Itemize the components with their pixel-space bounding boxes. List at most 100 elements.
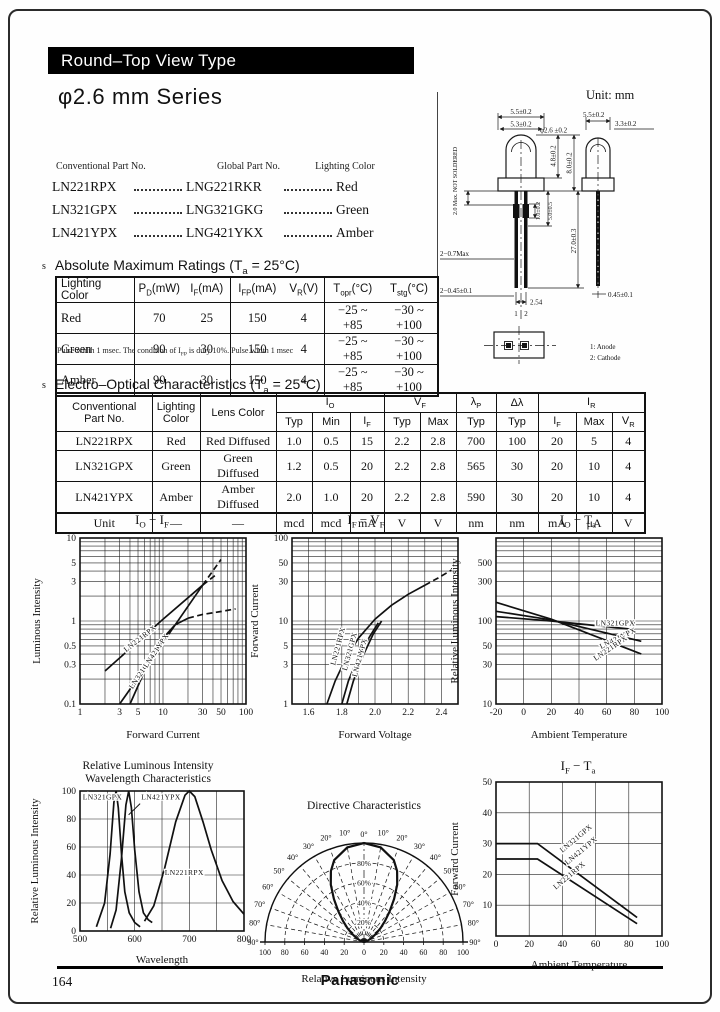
cell: 90 [133,333,184,365]
eo-heading: s Electro–Optical Characteristics (Ta = 2… [42,376,321,396]
svg-text:LN221RPX: LN221RPX [165,868,204,877]
cell: −25 ~ +85 [323,333,381,365]
svg-text:3: 3 [117,708,122,718]
absolute-maximum-ratings-table: Lighting Color PD(mW) IF(mA) IFP(mA) VR(… [55,276,439,397]
col-global: Global Part No. [216,161,281,172]
unit-label: Unit: mm [586,88,635,102]
svg-text:LN321GPX: LN321GPX [83,793,123,802]
chart-title: IO − IF [135,512,169,530]
svg-text:40°: 40° [430,853,441,862]
subheader-cell: Typ [495,412,539,432]
svg-text:0: 0 [362,948,366,957]
svg-text:0: 0 [521,708,526,718]
part-no: LN421YPX [52,225,118,240]
svg-text:100: 100 [655,708,670,718]
abs-max-footnote: Pulse width 1 msec. The condition of IFP… [57,346,294,358]
svg-text:20°: 20° [396,834,407,843]
dim-label: 5.0±0.5 [548,202,554,220]
dim-label: 4.8±0.2 [550,145,558,167]
svg-text:10: 10 [67,534,77,544]
centerlines [484,138,599,364]
svg-text:Forward Current: Forward Current [126,729,200,741]
dim-label: 5.5±0.2 [510,108,532,116]
svg-text:70°: 70° [254,900,265,909]
svg-text:50°: 50° [443,867,454,876]
svg-text:300: 300 [478,577,493,587]
svg-text:10°: 10° [339,829,350,838]
svg-text:30°: 30° [414,842,425,851]
svg-text:1.6: 1.6 [303,708,315,718]
header-title: Round–Top View Type [61,51,237,70]
header-cell: Topr(°C) [323,276,381,303]
page-number: 164 [52,974,73,989]
svg-text:40: 40 [400,948,408,957]
header-cell: PD(mW) [133,276,184,303]
svg-text:60: 60 [301,948,309,957]
dotted-leader [134,234,182,237]
svg-text:20%: 20% [357,918,371,927]
dim-label: 0.45±0.1 [608,291,633,299]
chart-spectrum-svg: 500 600 700 800 0 20 40 60 80 100 Wavelength Relati… [29,787,251,966]
brand-logo: Panasonic [320,972,400,989]
cell: −30 ~ +100 [381,302,438,334]
table-row: Green 90 30 150 4 −25 ~ +85 −30 ~ +100 [56,333,438,365]
cell: 30 [184,333,230,365]
header-cell: IF(mA) [184,276,230,303]
svg-text:50: 50 [279,559,289,569]
svg-text:60: 60 [591,940,601,950]
cell: 90 [133,364,184,397]
cell: 25 [184,302,230,334]
svg-text:LN421YPX: LN421YPX [141,793,181,802]
heading-text: Electro–Optical Characteristics (Ta = 25… [54,376,321,396]
svg-text:Luminous Intensity: Luminous Intensity [31,578,43,664]
dim-label: 27.0±0.3 [570,228,578,253]
cell: 70 [133,302,184,334]
dim-label: 8.0±0.2 [566,152,574,174]
header-group-delta-lambda: Δλ [495,392,539,413]
global-no: LNG221RKR [186,179,262,194]
svg-text:30°: 30° [303,842,314,851]
dim-label: 2.54 [530,299,543,307]
dimension-lines [440,113,654,305]
dotted-leader [284,211,332,214]
svg-text:40°: 40° [287,853,298,862]
dim-label: 5.5±0.2 [583,111,605,119]
table-row: LN221RPX Red Red Diffused 1.0 0.5 15 2.2 2.8… [55,431,646,451]
subheader-cell: Typ [275,412,313,432]
table-row: LN421YPX Amber Amber Diffused 2.0 1.0 20 2.… [55,481,646,514]
svg-text:0: 0 [71,927,76,937]
lighting-color: Amber [336,225,374,240]
svg-text:100: 100 [62,787,77,797]
section-header-bar: Round–Top View Type [48,47,414,74]
header-cell: VR(V) [284,276,324,303]
subheader-cell: Typ [383,412,421,432]
cell: 4 [284,333,324,365]
svg-text:0°: 0° [360,830,367,839]
svg-text:100: 100 [239,708,254,718]
header-cell: IFP(mA) [229,276,284,303]
chart-directivity-svg: 100 80 60 40 20 0 20 40 60 80 100 0° 10° 10° 20° 20° 30°… [247,829,480,985]
cell: −25 ~ +85 [323,364,381,397]
heading-bullet: s [42,380,46,391]
abs-max-heading: s Absolute Maximum Ratings (Ta = 25°C) [42,257,300,277]
pin-note: 1: Anode [590,343,615,351]
header-cell: Lighting Color [56,276,134,303]
svg-text:80°: 80° [249,919,260,928]
svg-text:40: 40 [320,948,328,957]
table-header-row: Conventional Part No. Lighting Color Lens … [55,392,646,432]
svg-text:60%: 60% [357,879,371,888]
divider-line [437,92,438,372]
svg-text:50: 50 [483,642,493,652]
subheader-cell: Max [575,412,613,432]
subheader-cell: Min [311,412,351,432]
svg-text:100: 100 [478,617,493,627]
svg-text:50°: 50° [273,867,284,876]
svg-text:10: 10 [158,708,168,718]
header-group-ir: IR [537,392,646,413]
svg-text:20°: 20° [320,834,331,843]
mechanical-drawing: 5.5±0.2 5.3±0.2 φ2.6 ±0.2 4.8±0.2 8.0±0.… [440,108,654,364]
svg-text:30: 30 [483,840,493,850]
chart-io-vs-ta-svg: -20 0 20 40 60 80 100 500 300 100 50 30 10 Ambient Te… [449,537,670,741]
svg-text:Relative Luminous Intensity: Relative Luminous Intensity [29,798,41,924]
svg-text:0.1: 0.1 [64,700,76,710]
